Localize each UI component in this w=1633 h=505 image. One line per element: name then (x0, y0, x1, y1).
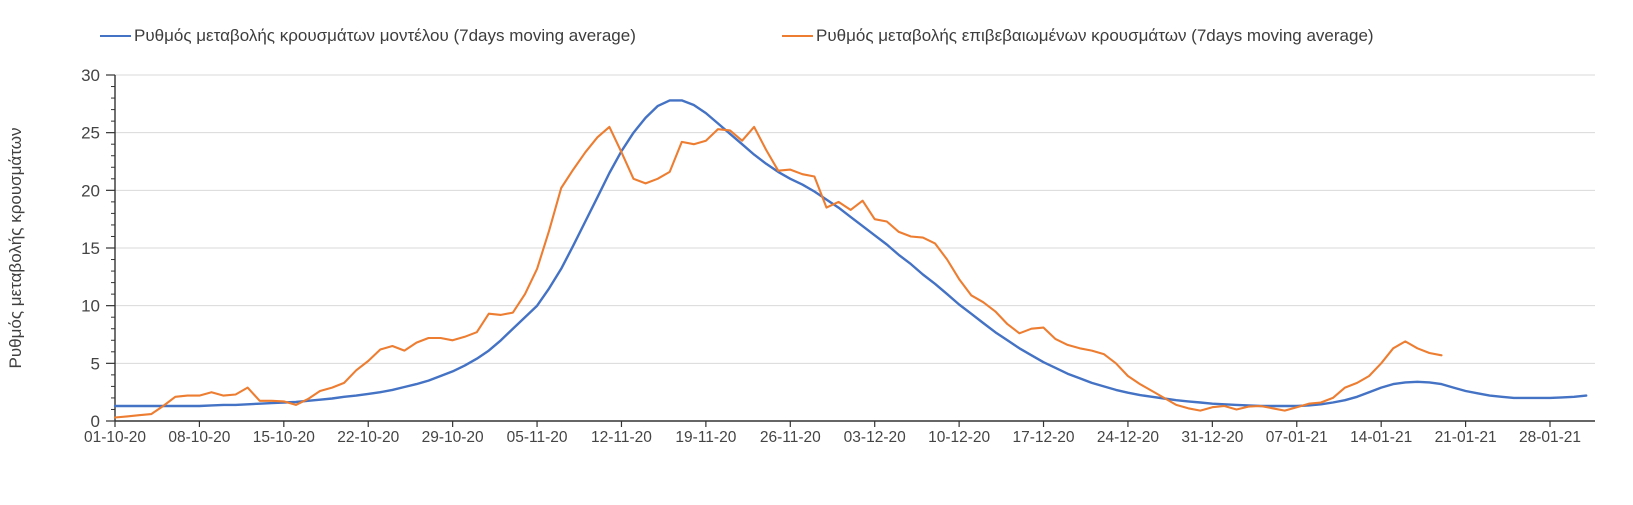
x-tick-label: 28-01-21 (1519, 429, 1581, 446)
x-tick-label: 05-11-20 (507, 429, 568, 446)
model-line-swatch-icon (100, 34, 131, 38)
legend-item-confirmed: Ρυθμός μεταβολής επιβεβαιωμένων κρουσμάτ… (782, 24, 1374, 48)
y-tick-label: 15 (81, 239, 100, 258)
x-tick-label: 14-01-21 (1350, 429, 1412, 446)
y-tick-label: 10 (81, 297, 100, 316)
x-tick-label: 03-12-20 (844, 429, 906, 446)
x-tick-label: 17-12-20 (1013, 429, 1075, 446)
series-line-confirmed (113, 125, 1443, 419)
y-tick-label: 30 (81, 66, 100, 85)
chart-legend: Ρυθμός μεταβολής κρουσμάτων μοντέλου (7d… (0, 24, 1633, 48)
x-tick-label: 29-10-20 (422, 429, 484, 446)
x-tick-label: 24-12-20 (1097, 429, 1159, 446)
x-tick-label: 01-10-20 (84, 429, 146, 446)
x-tick-label: 10-12-20 (928, 429, 990, 446)
y-tick-label: 20 (81, 181, 100, 200)
x-tick-label: 15-10-20 (253, 429, 315, 446)
series-line-model (113, 99, 1588, 408)
legend-label-confirmed: Ρυθμός μεταβολής επιβεβαιωμένων κρουσμάτ… (816, 26, 1374, 45)
confirmed-line-swatch-icon (782, 34, 813, 38)
y-tick-label: 0 (91, 412, 100, 431)
x-tick-label: 07-01-21 (1266, 429, 1328, 446)
y-tick-label: 25 (81, 124, 100, 143)
x-tick-label: 26-11-20 (760, 429, 821, 446)
legend-item-model: Ρυθμός μεταβολής κρουσμάτων μοντέλου (7d… (100, 24, 636, 48)
x-tick-label: 19-11-20 (675, 429, 736, 446)
legend-label-model: Ρυθμός μεταβολής κρουσμάτων μοντέλου (7d… (134, 26, 636, 45)
y-tick-label: 5 (91, 354, 100, 373)
x-tick-label: 31-12-20 (1181, 429, 1243, 446)
x-tick-label: 08-10-20 (168, 429, 230, 446)
x-tick-label: 21-01-21 (1435, 429, 1497, 446)
x-tick-label: 22-10-20 (337, 429, 399, 446)
x-tick-label: 12-11-20 (591, 429, 652, 446)
